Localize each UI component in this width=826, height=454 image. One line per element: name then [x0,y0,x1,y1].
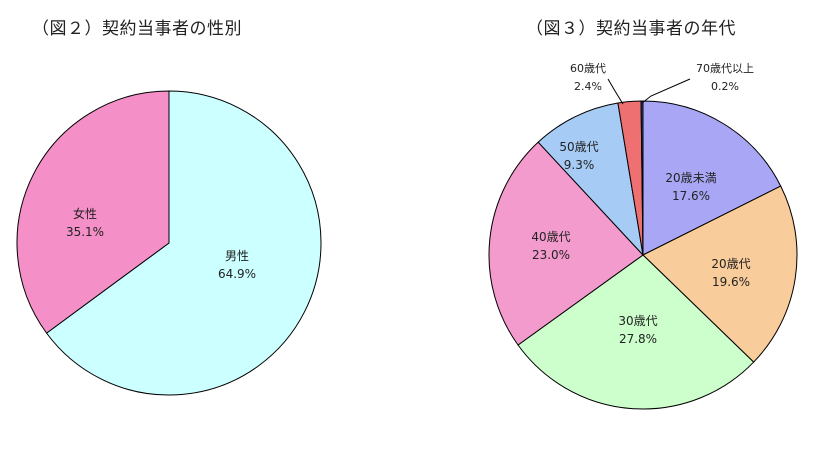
pie-slice-gender-0 [46,90,322,396]
leader-line-age-5 [607,78,624,105]
slice-value-age-6: 0.2% [711,80,739,93]
slice-name-age-4: 50歳代 [559,140,598,154]
slice-name-age-6: 70歳代以上 [696,62,754,75]
slice-name-gender-0: 男性 [225,249,249,263]
pie-slice-age-1 [642,185,798,363]
pie-gender: 男性 64.9% 女性 35.1% [16,90,322,396]
slice-name-age-2: 30歳代 [618,314,657,328]
pie-slice-age-6 [640,100,644,256]
slice-value-age-4: 9.3% [564,158,595,172]
slice-value-age-0: 17.6% [672,189,710,203]
slice-name-gender-1: 女性 [73,206,97,221]
chart-title-gender: （図２）契約当事者の性別 [32,19,242,39]
pie-age: 20歳未満 17.6% 20歳代 19.6% 30歳代 27.8% 40歳代 23.0% 50歳… [488,62,798,410]
slice-name-age-5: 60歳代 [570,62,606,75]
slice-value-age-5: 2.4% [574,80,602,93]
pie-slice-age-2 [517,254,755,410]
pie-slice-gender-1 [16,90,170,334]
slice-name-age-1: 20歳代 [711,257,750,271]
slice-name-age-0: 20歳未満 [665,171,716,185]
pie-slice-age-0 [642,100,782,256]
leader-line-age-6 [641,78,691,104]
slice-value-gender-1: 35.1% [66,225,104,239]
slice-value-age-1: 19.6% [712,275,750,289]
slice-value-age-3: 23.0% [532,248,570,262]
pie-slice-age-4 [537,102,644,256]
chart-title-age: （図３）契約当事者の年代 [526,19,736,39]
slice-value-gender-0: 64.9% [218,267,256,281]
slice-value-age-2: 27.8% [619,332,657,346]
pie-slice-age-3 [488,141,644,346]
slice-name-age-3: 40歳代 [531,230,570,244]
